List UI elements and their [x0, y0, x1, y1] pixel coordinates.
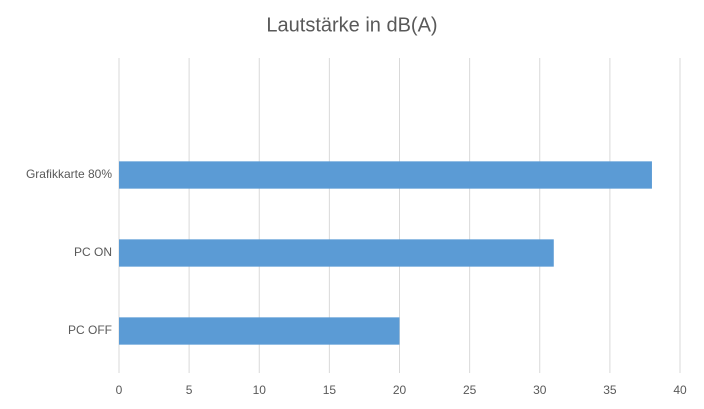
bar [119, 161, 652, 189]
x-tick-label: 25 [463, 383, 477, 397]
x-tick-label: 15 [323, 383, 337, 397]
x-tick-label: 40 [673, 383, 687, 397]
bar [119, 239, 554, 267]
bar [119, 317, 400, 345]
x-tick-label: 10 [253, 383, 267, 397]
y-tick-label: PC ON [74, 245, 112, 259]
chart-title: Lautstärke in dB(A) [266, 14, 437, 36]
x-tick-label: 35 [603, 383, 617, 397]
x-tick-label: 20 [393, 383, 407, 397]
y-tick-label: Grafikkarte 80% [26, 167, 112, 181]
x-tick-label: 30 [533, 383, 547, 397]
x-tick-label: 5 [186, 383, 193, 397]
y-tick-label: PC OFF [68, 323, 112, 337]
x-tick-label: 0 [116, 383, 123, 397]
